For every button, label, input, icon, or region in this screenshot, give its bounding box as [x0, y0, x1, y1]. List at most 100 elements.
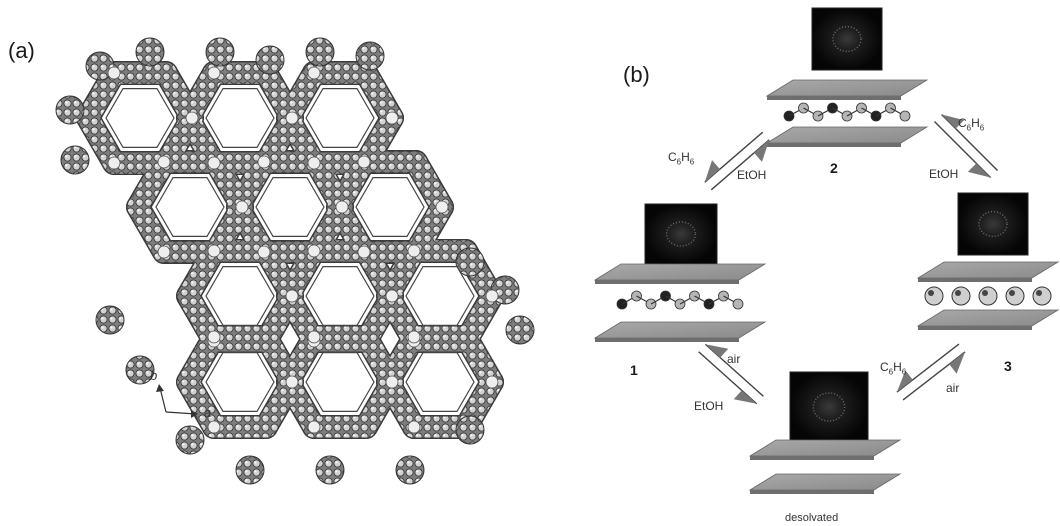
layer-plate-2-bottom-edge — [767, 143, 901, 147]
guest-molecules-3-core — [1009, 290, 1015, 296]
metal-node — [207, 330, 221, 344]
network-node — [255, 45, 285, 75]
transition-arrow-1-desolvated-forward-head — [733, 390, 757, 404]
network-node — [205, 37, 235, 67]
transition-arrow-1-2-forward-head — [754, 139, 770, 162]
network-node — [395, 455, 425, 485]
solvent-label-air-1to4: air — [727, 352, 741, 366]
guest-molecules-3 — [1032, 286, 1052, 306]
network-strand — [405, 151, 453, 218]
diffraction-screen-2-ring — [832, 25, 862, 53]
transition-arrow-1-2-reverse — [704, 131, 764, 183]
metal-node — [357, 155, 371, 169]
metal-node — [257, 245, 271, 259]
guest-molecules-2 — [899, 110, 911, 122]
kagome-network — [55, 37, 535, 485]
layer-plate-3-bottom-edge — [918, 326, 1032, 330]
guest-molecules-1 — [732, 298, 744, 310]
layer-plate-3-top — [916, 261, 1060, 279]
layer-plate-1-bottom-edge — [595, 338, 739, 342]
metal-node — [407, 420, 421, 434]
panel-b-diagram — [593, 7, 1060, 494]
metal-node — [485, 375, 499, 389]
network-node — [235, 455, 265, 485]
solvent-label-c6h6-4to3: C6H6 — [880, 360, 907, 377]
guest-molecules-3-core — [928, 290, 934, 296]
state-label-3: 3 — [1004, 358, 1012, 374]
diffraction-screen-3-ring — [978, 210, 1008, 238]
solvent-label-c6h6-2to3: C6H6 — [958, 116, 985, 133]
transition-arrow-2-3-forward — [933, 121, 991, 179]
layer-plate-2-top-edge — [767, 96, 901, 100]
layer-plate-2-bottom — [765, 126, 929, 144]
metal-node — [485, 289, 499, 303]
metal-node — [285, 111, 299, 125]
metal-node — [285, 289, 299, 303]
network-node — [125, 355, 155, 385]
layer-plate-desolvated-bottom-edge — [750, 490, 874, 494]
hexagonal-pore — [205, 352, 275, 412]
solvent-label-c6h6-1to2: C6H6 — [668, 150, 695, 167]
layer-plate-1-top — [593, 263, 767, 281]
hexagonal-pore — [105, 87, 175, 148]
network-node — [455, 415, 485, 445]
guest-molecules-3-core — [955, 290, 961, 296]
hexagonal-pore — [205, 266, 275, 326]
solvent-label-etoh-2to1: EtOH — [737, 168, 767, 182]
metal-node — [235, 200, 249, 214]
layer-plate-desolvated-top-edge — [750, 456, 874, 460]
diffraction-screen-desolvated-ring — [812, 392, 846, 422]
layer-plate-desolvated-top — [748, 439, 902, 457]
layer-plate-3-bottom — [916, 309, 1060, 327]
network-node — [135, 37, 165, 67]
guest-molecules-3-core — [1036, 290, 1042, 296]
diffraction-screen-1 — [644, 203, 718, 265]
hexagonal-pore — [205, 87, 275, 148]
diffraction-screen-2 — [811, 7, 883, 71]
panel-b-label: (b) — [623, 62, 650, 87]
metal-node — [307, 330, 321, 344]
metal-node — [307, 156, 321, 170]
layer-plate-1-bottom — [593, 321, 767, 339]
solvent-label-etoh-4to1: EtOH — [694, 399, 724, 413]
metal-node — [157, 245, 171, 259]
layer-plate-desolvated-bottom — [748, 473, 902, 491]
network-strand — [455, 326, 503, 393]
metal-node — [407, 330, 421, 344]
transition-arrow-desolvated-3-reverse-head — [896, 370, 913, 393]
panel-a-label: (a) — [8, 38, 35, 63]
network-node — [95, 305, 125, 335]
guest-molecules-3-core — [982, 290, 988, 296]
guest-molecules-3 — [978, 286, 998, 306]
diffraction-screen-3 — [957, 192, 1029, 256]
transition-arrow-2-3-forward-head — [967, 163, 991, 178]
hexagonal-pore — [355, 177, 425, 237]
metal-node — [307, 244, 321, 258]
layer-plate-2-top — [765, 79, 929, 97]
guest-molecules-3 — [1005, 286, 1025, 306]
axis-label-b: b — [150, 368, 158, 383]
network-node — [305, 37, 335, 67]
diffraction-screen-desolvated — [789, 371, 869, 443]
guest-molecules-3 — [951, 286, 971, 306]
network-node — [505, 315, 535, 345]
axis-label-a: a — [204, 405, 212, 420]
hexagonal-pore — [255, 177, 325, 237]
hexagonal-pore — [405, 352, 475, 412]
metal-node — [407, 244, 421, 258]
metal-node — [307, 66, 321, 80]
metal-node — [107, 66, 121, 80]
hexagonal-pore — [305, 87, 375, 148]
transition-arrow-desolvated-3-forward-head — [949, 351, 966, 374]
metal-node — [307, 420, 321, 434]
metal-node — [435, 200, 449, 214]
hexagonal-pore — [305, 266, 375, 326]
transition-arrow-1-2-reverse-head — [704, 160, 720, 183]
hexagonal-pore — [305, 352, 375, 412]
metal-node — [185, 111, 199, 125]
network-node — [355, 41, 385, 71]
network-node — [85, 51, 115, 81]
transition-arrow-1-desolvated-reverse-head — [705, 344, 729, 358]
metal-node — [385, 289, 399, 303]
